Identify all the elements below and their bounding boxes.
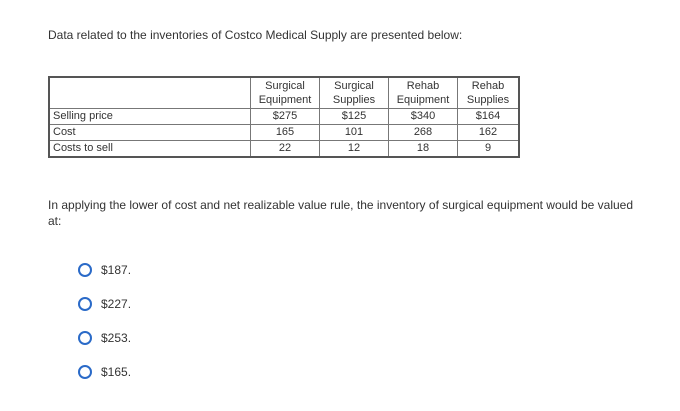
radio-button-icon[interactable]	[78, 297, 92, 311]
row-label: Costs to sell	[48, 140, 251, 158]
question-text: In applying the lower of cost and net re…	[48, 198, 634, 228]
table-cell: 268	[388, 124, 458, 141]
table-cell: 22	[250, 140, 320, 158]
answer-option-c[interactable]: $253.	[78, 321, 131, 355]
header-line: Surgical	[334, 80, 374, 92]
radio-button-icon[interactable]	[78, 365, 92, 379]
header-line: Equipment	[396, 94, 450, 106]
answer-option-d[interactable]: $165.	[78, 355, 131, 389]
option-label: $165.	[101, 365, 132, 379]
option-label: $187.	[101, 263, 132, 277]
header-line: Rehab	[406, 80, 440, 92]
table-cell: $125	[319, 108, 389, 125]
header-line: Equipment	[258, 94, 312, 106]
table-row: Costs to sell 22 12 18 9	[48, 140, 520, 158]
answer-options: $187. $227. $253. $165.	[78, 253, 131, 389]
header-line: Supplies	[332, 94, 376, 106]
table-row: Selling price $275 $125 $340 $164	[48, 108, 520, 125]
table-cell: $340	[388, 108, 458, 125]
header-rehab-supplies: Rehab Supplies	[457, 76, 520, 109]
table-cell: 101	[319, 124, 389, 141]
option-label: $227.	[101, 297, 132, 311]
inventory-table: Surgical Equipment Surgical Supplies Reh…	[48, 76, 520, 158]
header-line: Supplies	[466, 94, 510, 106]
table-cell: 9	[457, 140, 520, 158]
header-surgical-supplies: Surgical Supplies	[319, 76, 389, 109]
header-line: Surgical	[265, 80, 305, 92]
table-header-row: Surgical Equipment Surgical Supplies Reh…	[48, 76, 520, 109]
table-cell: 12	[319, 140, 389, 158]
row-label: Selling price	[48, 108, 251, 125]
option-label: $253.	[101, 331, 132, 345]
table-cell: $164	[457, 108, 520, 125]
row-label: Cost	[48, 124, 251, 141]
header-line: Rehab	[471, 80, 505, 92]
table-cell: $275	[250, 108, 320, 125]
header-surgical-equipment: Surgical Equipment	[250, 76, 320, 109]
header-rehab-equipment: Rehab Equipment	[388, 76, 458, 109]
table-header-empty	[48, 76, 251, 109]
table-cell: 18	[388, 140, 458, 158]
radio-button-icon[interactable]	[78, 263, 92, 277]
answer-option-b[interactable]: $227.	[78, 287, 131, 321]
table-cell: 165	[250, 124, 320, 141]
table-cell: 162	[457, 124, 520, 141]
radio-button-icon[interactable]	[78, 331, 92, 345]
answer-option-a[interactable]: $187.	[78, 253, 131, 287]
table-row: Cost 165 101 268 162	[48, 124, 520, 141]
intro-text: Data related to the inventories of Costc…	[48, 28, 463, 42]
